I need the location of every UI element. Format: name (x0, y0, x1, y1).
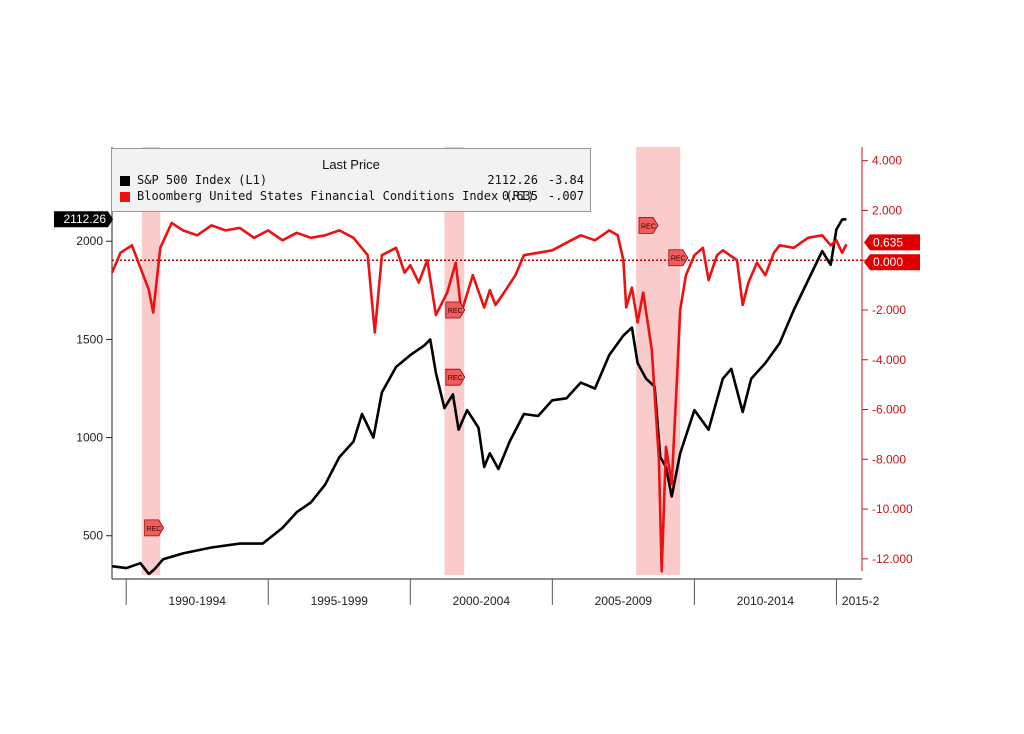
recession-flag-label-0: REC (147, 526, 162, 533)
right-tick-label-8: -12.000 (872, 552, 913, 566)
legend-change-sp500: -3.84 (547, 173, 584, 187)
zero-reference-tag-box (864, 254, 920, 271)
x-tick-label-0: 1990-1994 (169, 594, 227, 608)
last-value-tags: 2112.26 0.635 0.000 (54, 211, 920, 271)
right-tick-label-4: -4.000 (872, 353, 906, 367)
legend-value-fci: 0.635 (501, 189, 538, 203)
legend-name-sp500: S&P 500 Index (L1) (137, 173, 268, 187)
x-tick-label-5: 2015-2 (842, 594, 880, 608)
sp500-last-value-tag-text: 2112.26 (64, 212, 107, 226)
x-tick-label-2: 2000-2004 (453, 594, 511, 608)
right-tick-label-6: -8.000 (872, 452, 906, 466)
fci-last-value-tag-text: 0.635 (873, 235, 903, 249)
legend-row-fci: Bloomberg United States Financial Condit… (120, 189, 584, 205)
right-tick-label-7: -10.000 (872, 502, 913, 516)
legend-swatch-fci (120, 192, 130, 202)
recession-band-1 (444, 147, 465, 575)
recession-band-0 (141, 147, 161, 575)
recession-flag-label-3: REC (641, 223, 656, 230)
sp500-last-value-tag-box (54, 211, 113, 228)
recession-band-2 (636, 147, 681, 575)
left-tick-label-1500: 1500 (76, 332, 103, 346)
recession-markers: REC REC REC REC REC (144, 216, 689, 537)
recession-flag-0 (144, 519, 165, 537)
right-axis: 4.000 2.000 0.000 -2.000 -4.000 -6.000 -8.000 -… (861, 147, 913, 571)
zero-reference-tag-text: 0.000 (873, 255, 903, 269)
recession-flag-label-4: REC (671, 256, 686, 263)
legend-name-fci: Bloomberg United States Financial Condit… (137, 189, 535, 203)
fci-line (110, 221, 848, 573)
recession-flag-1 (445, 301, 466, 319)
left-tick-label-500: 500 (83, 529, 103, 543)
right-tick-label-3: -2.000 (872, 303, 906, 317)
legend-row-sp500: S&P 500 Index (L1) 2112.26 -3.84 (120, 173, 584, 189)
recession-flag-2 (445, 368, 466, 386)
left-tick-label-1000: 1000 (76, 431, 103, 445)
series-lines (110, 217, 862, 576)
recession-flag-4 (668, 249, 689, 267)
x-axis: 1990-1994 1995-1999 2000-2004 2005-2009 2010… (112, 578, 880, 608)
legend-swatch-sp500 (120, 176, 130, 186)
recession-bands (141, 147, 681, 575)
recession-flag-label-2: REC (448, 375, 463, 382)
x-tick-label-3: 2005-2009 (595, 594, 653, 608)
legend-title: Last Price (322, 157, 380, 172)
x-tick-label-1: 1995-1999 (311, 594, 369, 608)
legend-change-fci: -.007 (547, 189, 584, 203)
x-tick-label-4: 2010-2014 (737, 594, 795, 608)
fci-last-value-tag-box (864, 234, 920, 251)
right-tick-label-0: 4.000 (872, 154, 902, 168)
recession-flag-label-1: REC (448, 308, 463, 315)
legend: Last Price S&P 500 Index (L1) 2112.26 -3… (111, 148, 591, 212)
sp500-line (111, 217, 847, 576)
right-tick-label-5: -6.000 (872, 403, 906, 417)
right-tick-label-1: 2.000 (872, 203, 902, 217)
left-tick-label-2000: 2000 (76, 234, 103, 248)
legend-value-sp500: 2112.26 (487, 173, 538, 187)
recession-flag-3 (638, 216, 659, 234)
